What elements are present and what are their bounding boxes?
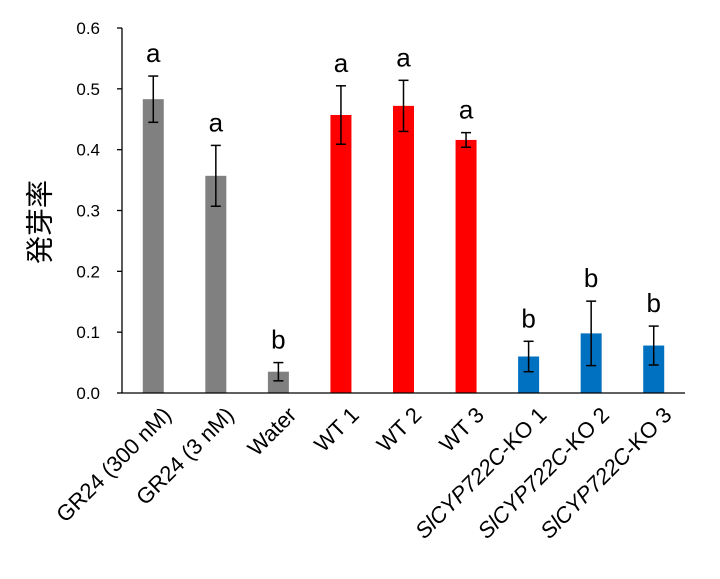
y-tick-label: 0.6	[76, 19, 100, 38]
significance-label: a	[459, 95, 474, 125]
significance-label: b	[271, 325, 285, 355]
significance-label: a	[334, 48, 349, 78]
bar	[330, 114, 352, 393]
significance-label: a	[396, 42, 411, 72]
significance-label: a	[146, 38, 161, 68]
bar	[455, 139, 477, 393]
category-label-text: WT 3	[434, 402, 489, 457]
y-tick-label: 0.2	[76, 262, 100, 281]
bar	[267, 371, 289, 393]
significance-label: a	[209, 107, 224, 137]
significance-label: b	[646, 288, 660, 318]
category-label-text: Water	[243, 402, 302, 461]
y-axis-label: 発芽率	[24, 180, 57, 264]
category-label-text: WT 2	[372, 402, 427, 457]
category-label: Water	[243, 402, 302, 461]
category-label: WT 3	[434, 402, 489, 457]
category-label-text: -KO 1	[493, 402, 551, 460]
y-tick-label: 0.5	[76, 80, 100, 99]
y-tick-label: 0.0	[76, 384, 100, 403]
category-label-text: -KO 3	[618, 402, 676, 460]
bars: a a b a a a b b b	[142, 38, 665, 394]
bar	[643, 345, 665, 393]
bar	[205, 175, 227, 393]
x-axis: GR24 (300 nM)GR24 (3 nM) Water WT 1 WT 2 WT …	[51, 392, 685, 543]
category-label-text: -KO 2	[556, 402, 614, 460]
bar	[142, 99, 164, 394]
y-tick-label: 0.4	[76, 141, 100, 160]
bar	[518, 356, 540, 393]
bar	[393, 105, 414, 393]
category-label-text: WT 1	[309, 402, 364, 457]
category-label: WT 1	[309, 402, 364, 457]
y-tick-label: 0.3	[76, 202, 100, 221]
significance-label: b	[584, 263, 598, 293]
y-tick-label: 0.1	[76, 323, 100, 342]
significance-label: b	[521, 303, 535, 333]
y-axis: 0.0 0.1 0.2 0.3 0.4 0.5 0.6	[76, 19, 123, 403]
category-label: WT 2	[372, 402, 427, 457]
